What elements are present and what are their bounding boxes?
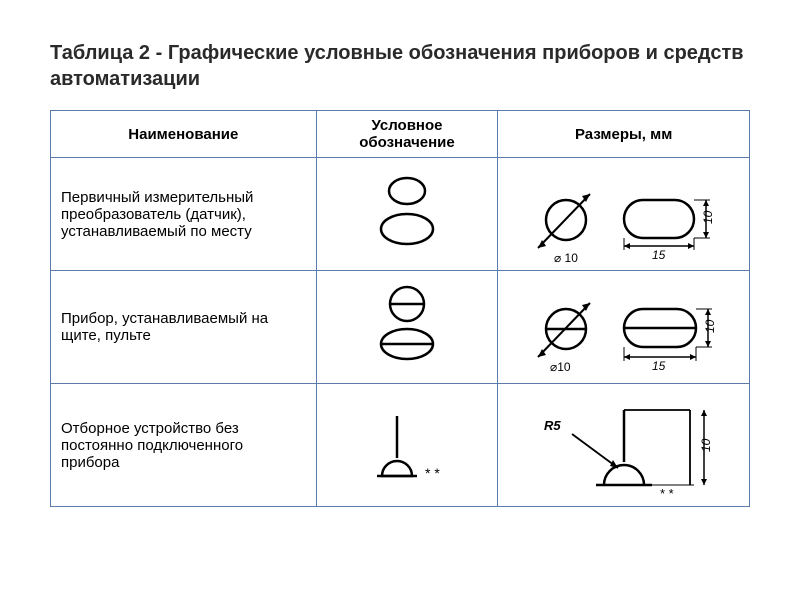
row1-dim-svg: ⌀ 10 15 10 [514,164,734,264]
row2-diam-label: ⌀10 [550,360,571,374]
row1-diam-label: ⌀ 10 [554,251,578,264]
row2-dim: ⌀10 15 10 [498,271,750,384]
table-row: Отборное устройство без постоянно подклю… [51,384,750,507]
table-header-row: Наименование Условное обозначение Размер… [51,111,750,158]
row3-star-label: * * [425,465,440,481]
table-row: Прибор, устанавливаемый на щите, пульте … [51,271,750,384]
table-row: Первичный измерительный преобразователь … [51,158,750,271]
row3-r-label: R5 [544,418,561,433]
col-header-dim: Размеры, мм [498,111,750,158]
col-header-name: Наименование [51,111,317,158]
symbols-table: Наименование Условное обозначение Размер… [50,110,750,507]
row1-w-label: 15 [652,248,666,262]
row2-symbol-svg [347,280,467,375]
row3-dim-svg: R5 10 * * [514,390,734,500]
row3-dim: R5 10 * * [498,384,750,507]
row2-dim-svg: ⌀10 15 10 [514,277,734,377]
row3-h-label: 10 [699,438,713,452]
col-header-symbol: Условное обозначение [316,111,498,158]
row1-symbol [316,158,498,271]
row3-symbol-svg: * * [347,398,467,493]
row2-w-label: 15 [652,359,666,373]
row3-name: Отборное устройство без постоянно подклю… [51,384,317,507]
page-title: Таблица 2 - Графические условные обознач… [50,40,750,92]
row1-dim: ⌀ 10 15 10 [498,158,750,271]
row2-h-label: 10 [703,319,717,333]
row1-name: Первичный измерительный преобразователь … [51,158,317,271]
row1-h-label: 10 [701,210,715,224]
row2-name: Прибор, устанавливаемый на щите, пульте [51,271,317,384]
row1-symbol-svg [347,167,467,262]
row3-dim-star-label: * * [660,486,674,500]
row2-symbol [316,271,498,384]
row3-symbol: * * [316,384,498,507]
